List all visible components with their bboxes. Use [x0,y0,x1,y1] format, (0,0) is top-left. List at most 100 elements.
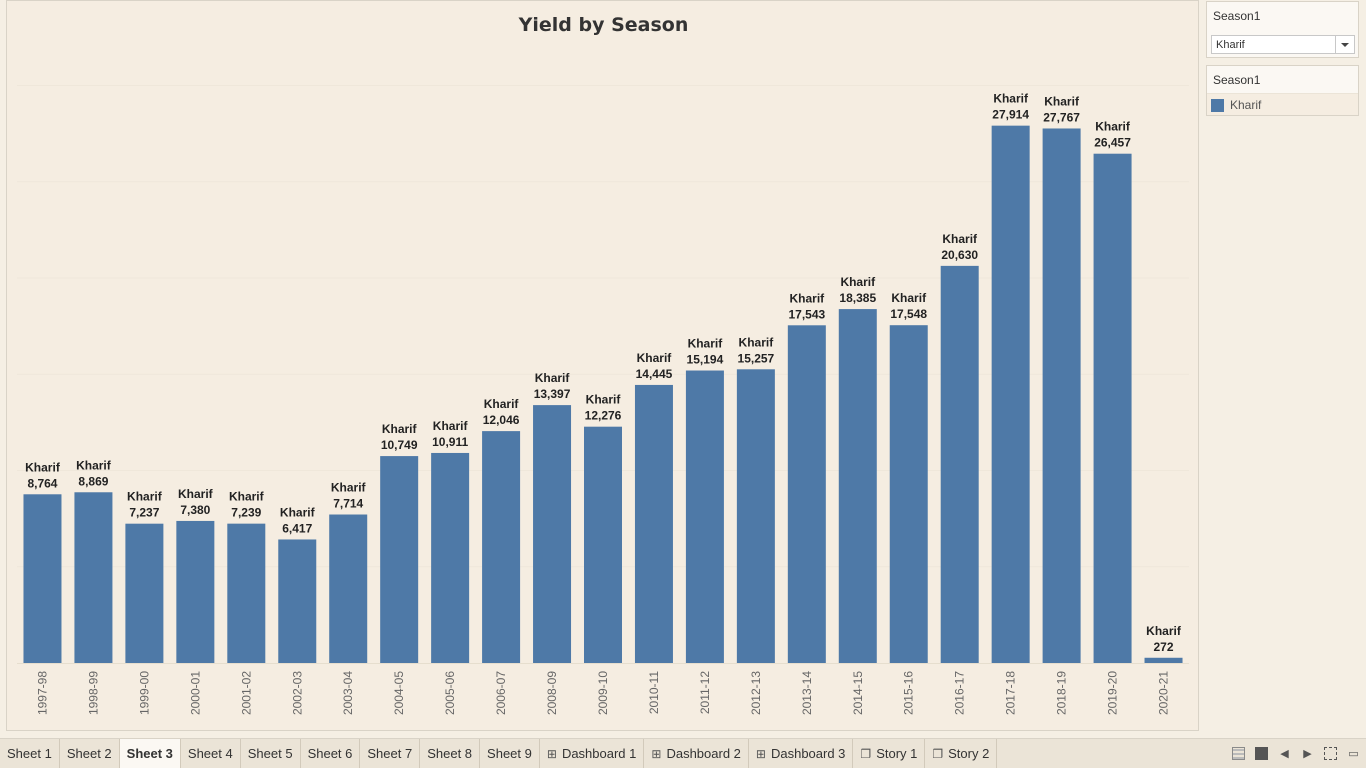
x-tick-label: 1998-99 [86,671,100,715]
worksheet: Yield by Season Kharif 8,764 1997-98 Kharif… [6,0,1199,731]
tab-sheet-7[interactable]: Sheet 7 [360,739,421,768]
data-label-season: Kharif [942,232,978,246]
data-label-season: Kharif [229,490,265,504]
data-label-value: 15,194 [687,353,724,367]
tab-sheet-3[interactable]: Sheet 3 [119,739,181,768]
tab-dashboard-1[interactable]: ⊞ Dashboard 1 [540,739,645,768]
x-tick-label: 2002-03 [290,671,304,715]
bar[interactable] [431,452,470,663]
tab-story-2[interactable]: ❐ Story 2 [925,739,998,768]
bar[interactable] [482,431,521,663]
data-label-value: 8,764 [27,476,57,490]
show-filmstrip-icon[interactable] [1255,747,1268,760]
x-tick-label: 2001-02 [239,671,253,715]
bar[interactable] [533,405,572,663]
tab-sheet-8[interactable]: Sheet 8 [420,739,481,768]
data-label-season: Kharif [739,335,775,349]
bar[interactable] [787,325,826,663]
data-label-season: Kharif [280,505,316,519]
presentation-mode-icon[interactable] [1324,747,1337,760]
bar[interactable] [125,523,164,663]
chevron-down-icon[interactable] [1335,36,1354,53]
bar[interactable] [940,265,979,663]
tab-label: Story 2 [948,746,990,761]
bar[interactable] [685,370,724,663]
bar[interactable] [380,456,419,663]
bar[interactable] [634,384,673,663]
tab-label: Sheet 2 [66,746,112,761]
x-tick-label: 2005-06 [443,671,457,715]
season-dropdown[interactable]: Kharif [1211,35,1355,54]
show-sheet-sorter-icon[interactable] [1232,747,1245,760]
tab-sheet-6[interactable]: Sheet 6 [301,739,361,768]
x-tick-label: 2018-19 [1055,671,1069,715]
data-label-value: 27,767 [1043,110,1080,124]
filter-title: Season1 [1213,9,1261,23]
x-tick-label: 1997-98 [35,671,49,715]
tab-dashboard-3[interactable]: ⊞ Dashboard 3 [749,739,854,768]
tab-label: Sheet 3 [126,746,173,761]
bar[interactable] [176,520,215,663]
season-filter: Season1 Kharif [1206,1,1359,58]
device-preview-icon[interactable]: ▭ [1348,747,1359,760]
data-label-value: 7,380 [180,503,210,517]
bar[interactable] [74,492,113,663]
bar[interactable] [227,523,266,663]
bar[interactable] [889,325,928,663]
x-tick-label: 2017-18 [1004,671,1018,715]
data-label-value: 27,914 [992,108,1029,122]
x-tick-label: 2020-21 [1157,671,1171,715]
data-label-season: Kharif [789,291,825,305]
x-tick-label: 2014-15 [851,671,865,715]
bar[interactable] [1042,128,1081,664]
data-label-season: Kharif [127,490,163,504]
x-tick-label: 2019-20 [1106,671,1120,715]
data-label-season: Kharif [433,419,469,433]
bar[interactable] [23,494,62,663]
tab-sheet-2[interactable]: Sheet 2 [60,739,120,768]
legend-swatch [1211,98,1224,112]
x-tick-label: 2003-04 [341,671,355,715]
next-sheet-icon[interactable]: ▶ [1303,747,1312,760]
tab-story-1[interactable]: ❐ Story 1 [853,739,926,768]
bar[interactable] [838,309,877,663]
data-label-value: 272 [1154,640,1174,654]
tab-label: Dashboard 1 [561,746,637,761]
bar[interactable] [329,514,368,663]
previous-sheet-icon[interactable]: ◀ [1280,747,1289,760]
data-label-season: Kharif [1146,624,1182,638]
data-label-season: Kharif [840,275,876,289]
data-label-season: Kharif [178,487,214,501]
data-label-value: 7,714 [333,497,363,511]
tab-label: Sheet 9 [487,746,532,761]
story-icon: ❐ [932,746,944,761]
legend-item-kharif[interactable]: Kharif [1211,98,1261,112]
tab-sheet-5[interactable]: Sheet 5 [241,739,301,768]
bar[interactable] [1144,657,1183,663]
tab-sheet-1[interactable]: Sheet 1 [0,739,60,768]
x-tick-label: 2004-05 [392,671,406,715]
data-label-value: 8,869 [78,474,108,488]
sheet-tabs: Sheet 1 Sheet 2 Sheet 3 Sheet 4 Sheet 5 Sheet… [0,739,998,768]
chart-title: Yield by Season [518,14,689,36]
x-tick-label: 2011-12 [698,671,712,714]
data-label-value: 15,257 [738,351,775,365]
tab-label: Sheet 7 [367,746,413,761]
x-tick-label: 2000-01 [188,671,202,715]
data-label-season: Kharif [1095,120,1131,134]
bar[interactable] [278,539,317,663]
x-tick-label: 2015-16 [902,671,916,715]
bar[interactable] [1093,153,1132,663]
data-label-value: 17,548 [890,307,927,321]
bar[interactable] [991,125,1030,663]
bar[interactable] [736,369,775,663]
tab-label: Story 1 [876,746,918,761]
tab-sheet-9[interactable]: Sheet 9 [480,739,540,768]
data-label-season: Kharif [1044,94,1080,108]
bar[interactable] [584,426,622,663]
legend-title: Season1 [1207,66,1358,94]
tab-sheet-4[interactable]: Sheet 4 [181,739,241,768]
tab-label: Dashboard 2 [666,746,741,761]
tab-label: Dashboard 3 [770,746,846,761]
tab-dashboard-2[interactable]: ⊞ Dashboard 2 [644,739,749,768]
